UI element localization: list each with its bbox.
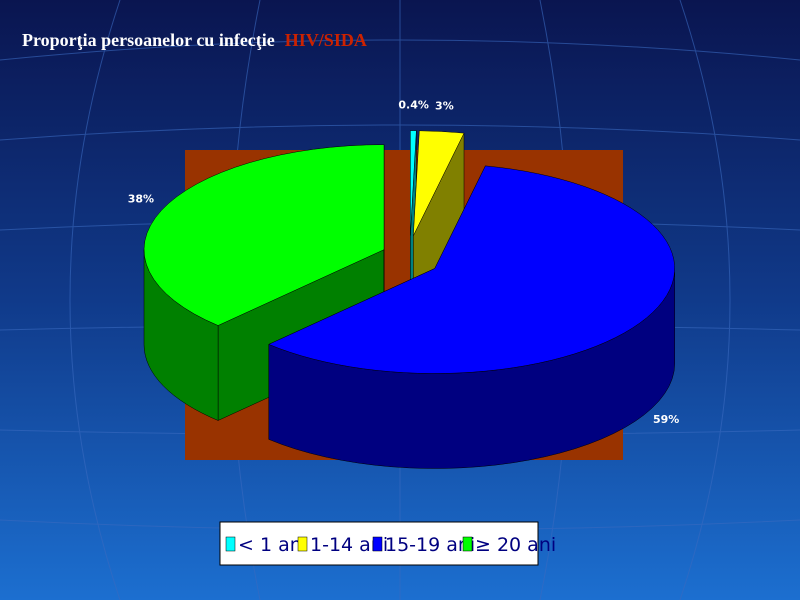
legend-label: ≥ 20 ani	[475, 534, 556, 556]
pie: 0.4% 3% 59% 38%	[128, 99, 679, 469]
slice	[268, 165, 675, 374]
legend-swatch	[372, 536, 383, 552]
legend-label: 1-14 ani	[310, 534, 388, 556]
legend-swatch	[297, 536, 308, 552]
value-label: 0.4%	[398, 99, 429, 112]
chart-title: Proporţia persoanelor cu infecţie HIV/SID…	[22, 30, 367, 50]
title-highlight: HIV/SIDA	[285, 30, 367, 50]
title-part: Proporţia persoanelor cu infecţie	[22, 30, 275, 50]
legend-label: < 1 an	[238, 534, 302, 556]
value-label: 59%	[653, 413, 679, 426]
value-label: 38%	[128, 192, 154, 205]
value-label: 3%	[435, 100, 454, 113]
slice	[410, 130, 417, 236]
legend-label: 15-19 ani	[385, 534, 475, 556]
slice	[143, 144, 385, 326]
legend-swatch	[225, 536, 236, 552]
legend-swatch	[462, 536, 473, 552]
slice	[413, 130, 465, 236]
